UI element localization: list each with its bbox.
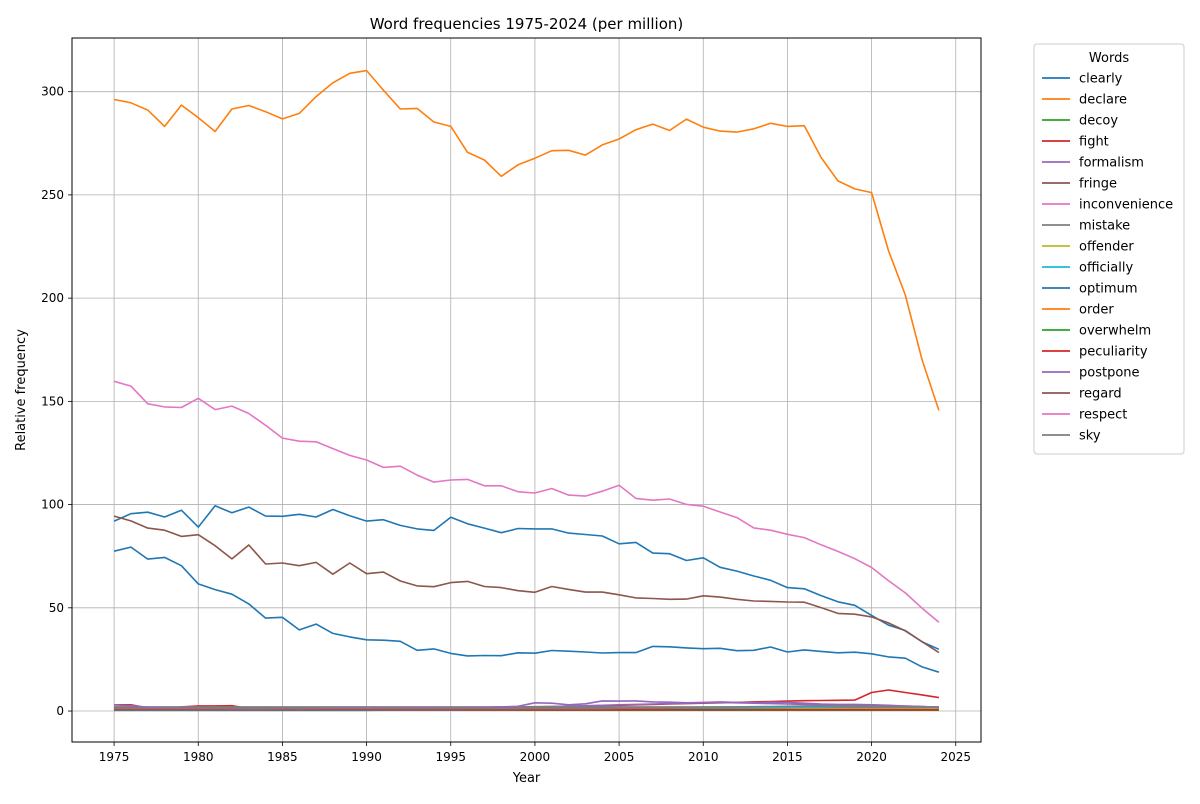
x-tick-label: 2025 (940, 750, 971, 764)
y-tick-label: 100 (41, 498, 64, 512)
legend-label: regard (1079, 387, 1122, 402)
y-tick-label: 300 (41, 85, 64, 99)
legend-label: offender (1079, 240, 1134, 255)
legend-label: postpone (1079, 366, 1140, 381)
chart-title: Word frequencies 1975-2024 (per million) (370, 15, 684, 33)
legend-label: sky (1079, 429, 1101, 444)
legend-label: order (1079, 303, 1114, 318)
legend-label: clearly (1079, 72, 1123, 87)
x-tick-label: 2010 (688, 750, 719, 764)
y-tick-label: 0 (56, 704, 64, 718)
x-tick-label: 1980 (183, 750, 214, 764)
x-tick-label: 2000 (520, 750, 551, 764)
legend: Words clearly declare decoy fight formalism f… (1034, 44, 1184, 454)
x-tick-label: 1975 (99, 750, 130, 764)
y-tick-label: 250 (41, 188, 64, 202)
legend-label: declare (1079, 93, 1127, 108)
legend-label: formalism (1079, 156, 1144, 171)
legend-label: optimum (1079, 282, 1137, 297)
legend-label: respect (1079, 408, 1127, 423)
x-tick-label: 1995 (435, 750, 466, 764)
legend-label: fight (1079, 135, 1109, 150)
x-tick-label: 1985 (267, 750, 298, 764)
legend-label: decoy (1079, 114, 1118, 129)
y-axis-label: Relative frequency (14, 329, 29, 451)
legend-label: fringe (1079, 177, 1117, 192)
legend-label: overwhelm (1079, 324, 1151, 339)
legend-label: officially (1079, 261, 1133, 276)
x-tick-label: 2015 (772, 750, 803, 764)
legend-label: inconvenience (1079, 198, 1173, 213)
y-tick-label: 50 (49, 601, 64, 615)
x-tick-label: 2020 (856, 750, 887, 764)
y-tick-label: 150 (41, 394, 64, 408)
x-tick-label: 1990 (351, 750, 382, 764)
legend-label: peculiarity (1079, 345, 1148, 360)
x-tick-label: 2005 (604, 750, 635, 764)
y-tick-label: 200 (41, 291, 64, 305)
legend-title: Words (1089, 51, 1129, 66)
legend-label: mistake (1079, 219, 1130, 234)
x-axis-label: Year (512, 771, 541, 786)
